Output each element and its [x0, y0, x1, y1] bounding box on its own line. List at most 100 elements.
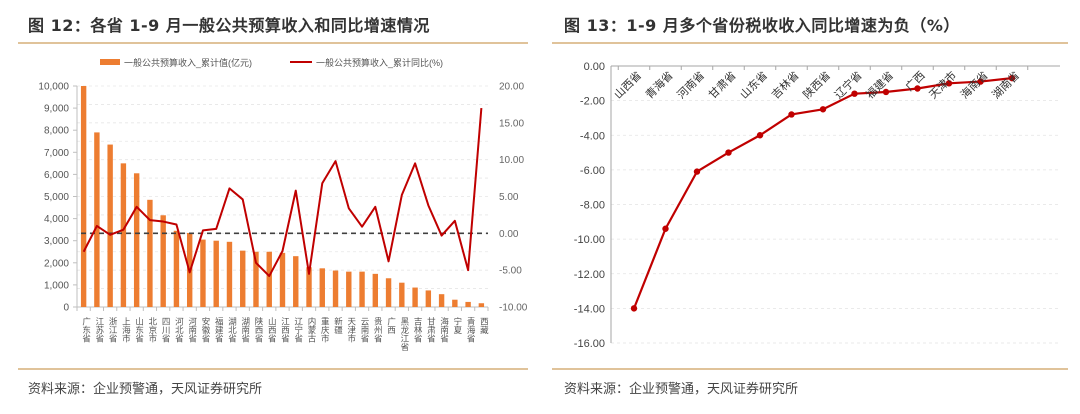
- category-label: 青海省: [642, 68, 675, 101]
- category-label: 湖北省: [227, 317, 237, 343]
- category-label: 北京市: [148, 317, 158, 343]
- data-point: [851, 90, 858, 97]
- right-tick-label: 20.00: [499, 82, 524, 93]
- left-tick-label: 10,000: [38, 82, 69, 93]
- right-tick-label: 15.00: [499, 118, 524, 129]
- y-tick-label: -16.00: [574, 338, 605, 350]
- bar: [399, 282, 405, 307]
- category-label: 新疆: [334, 316, 344, 335]
- bar: [173, 230, 180, 307]
- bar: [293, 256, 299, 307]
- category-label: 西藏: [479, 317, 489, 335]
- legend-bar-swatch: [100, 59, 120, 65]
- right-chart-title: 图 13：1-9 月多个省份税收收入同比增速为负（%）: [564, 16, 960, 35]
- data-point: [882, 88, 890, 96]
- y-tick-label: -8.00: [580, 200, 605, 212]
- right-tick-label: 10.00: [499, 155, 524, 166]
- bar: [120, 163, 127, 307]
- y-tick-label: -6.00: [580, 165, 605, 177]
- bar: [319, 268, 325, 307]
- category-label: 陕西省: [254, 316, 264, 343]
- category-label: 重庆市: [320, 316, 330, 343]
- category-label: 内蒙古: [307, 316, 317, 343]
- category-label: 青海省: [466, 316, 476, 343]
- bar: [133, 173, 140, 307]
- category-label: 河南省: [188, 316, 198, 343]
- category-label: 上海市: [121, 317, 131, 343]
- category-label: 山东省: [135, 316, 145, 343]
- data-point: [788, 111, 795, 118]
- left-tick-label: 9,000: [44, 104, 69, 115]
- bar: [385, 278, 392, 307]
- chart-legend: 一般公共预算收入_累计值(亿元) 一般公共预算收入_累计同比(%): [100, 57, 443, 68]
- category-label: 海南省: [440, 316, 450, 343]
- category-label: 浙江省: [108, 316, 118, 343]
- category-label: 河北省: [174, 316, 184, 343]
- right-title-rule: [552, 42, 1068, 44]
- category-label: 甘肃省: [426, 316, 436, 343]
- category-label: 广西: [387, 316, 397, 335]
- left-tick-label: 3,000: [44, 236, 69, 247]
- right-tick-label: 5.00: [499, 192, 519, 203]
- bar: [213, 240, 219, 307]
- category-label: 天津市: [926, 68, 959, 101]
- data-point: [693, 168, 701, 175]
- right-tick-label: -10.00: [499, 303, 528, 314]
- category-label: 山西省: [267, 316, 277, 343]
- category-label: 江西省: [281, 317, 291, 343]
- category-label: 天津市: [347, 317, 357, 343]
- data-point: [1008, 74, 1016, 82]
- y-tick-label: -10.00: [574, 234, 605, 246]
- bar: [226, 241, 233, 307]
- category-label: 河南省: [675, 69, 708, 102]
- right-source-note: 资料来源：企业预警通，天风证券研究所: [564, 382, 799, 397]
- category-label: 湖南省: [241, 317, 251, 343]
- left-tick-label: 5,000: [44, 192, 69, 203]
- y-tick-label: -2.00: [580, 96, 605, 108]
- y-tick-label: -14.00: [574, 303, 605, 315]
- bar: [160, 215, 166, 307]
- left-tick-label: 6,000: [44, 170, 69, 181]
- bar: [412, 287, 418, 307]
- category-label: 海南省: [957, 68, 990, 101]
- right-tick-label: -5.00: [499, 266, 522, 277]
- category-label: 广东省: [82, 316, 92, 343]
- bar: [359, 271, 365, 307]
- data-point: [662, 225, 669, 232]
- data-point: [914, 85, 921, 92]
- data-point: [756, 132, 764, 139]
- bar: [107, 144, 113, 307]
- category-label: 黑龙江省: [400, 317, 410, 352]
- bar: [372, 273, 379, 307]
- bar: [478, 303, 485, 307]
- data-point: [977, 78, 984, 85]
- left-source-note: 资料来源：企业预警通，天风证券研究所: [28, 382, 263, 397]
- left-tick-label: 4,000: [44, 214, 69, 225]
- bar: [465, 301, 471, 307]
- right-footer-rule: [552, 368, 1068, 370]
- data-point: [630, 305, 638, 312]
- left-chart-title: 图 12：各省 1-9 月一般公共预算收入和同比增速情况: [28, 16, 430, 35]
- left-tick-label: 8,000: [44, 126, 69, 137]
- bar: [253, 251, 259, 307]
- legend-line-label: 一般公共预算收入_累计同比(%): [316, 57, 443, 68]
- growth-line: [82, 108, 483, 278]
- legend-bar-label: 一般公共预算收入_累计值(亿元): [124, 57, 252, 68]
- left-chart: 一般公共预算收入_累计值(亿元) 一般公共预算收入_累计同比(%) 0 1,000 2,…: [38, 57, 528, 352]
- category-label: 山西省: [612, 69, 645, 102]
- left-tick-label: 2,000: [44, 258, 69, 269]
- right-chart: 0.00 -2.00 -4.00 -6.00 -8.00 -10.00 -12.00 -14.…: [574, 61, 1060, 350]
- data-point: [725, 149, 732, 156]
- category-label: 福建省: [863, 68, 896, 101]
- y-tick-label: 0.00: [584, 61, 605, 73]
- data-point: [819, 106, 827, 113]
- bar: [266, 251, 272, 307]
- category-label: 山东省: [738, 69, 771, 102]
- left-tick-label: 0: [63, 303, 69, 314]
- category-label: 宁夏: [453, 316, 463, 334]
- left-panel: 图 12：各省 1-9 月一般公共预算收入和同比增速情况 一般公共预算收入_累计…: [18, 16, 528, 397]
- bar: [240, 250, 246, 307]
- y-tick-label: -4.00: [580, 130, 605, 142]
- bar: [200, 239, 206, 307]
- bar: [279, 252, 286, 307]
